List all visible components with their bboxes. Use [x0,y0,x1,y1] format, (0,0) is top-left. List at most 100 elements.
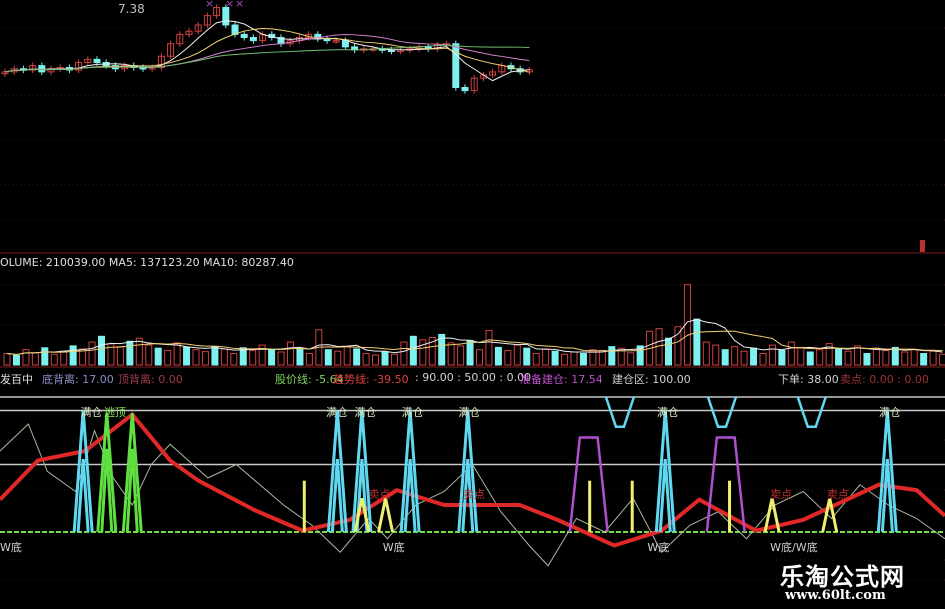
signal-full-label: 满仓 [326,406,349,419]
volume-bar [296,347,304,366]
volume-bar [390,353,398,366]
volume-bar [768,344,776,366]
volume-bar [287,341,294,366]
signal-sell-label: 卖点 [368,488,391,501]
yellow-spike [377,497,395,533]
signal-w-label: W底 [0,541,22,554]
volume-bar [882,349,890,366]
volume-bar [797,346,805,366]
volume-bar [192,349,200,366]
purple-trapezoid [568,436,609,533]
cyan-dip [604,396,636,428]
candle [75,62,83,71]
volume-bar [721,349,729,366]
high-price-label: 7.38 [118,2,145,16]
volume-bar [50,353,58,366]
cyan-spike [876,410,898,533]
volume-value: OLUME: 210039.00 [0,256,106,269]
volume-bar [901,351,909,366]
volume-bar [126,340,134,366]
volume-ma10: MA10: 80287.40 [203,256,294,269]
signal-full-label: 满仓 [354,406,377,419]
volume-bar [381,351,389,366]
indicator-item: 趋势线: -39.50 [333,373,409,386]
indicator-item: 股价线: -5.64 [275,373,344,386]
volume-bar [154,347,162,366]
candle [470,77,478,92]
cyan-dip [796,396,827,428]
volume-bar [447,342,455,366]
volume-bar [324,349,332,366]
volume-bar [712,344,720,366]
cyan-spike [403,458,417,533]
green-spike [100,448,114,533]
cyan-spike [76,458,90,533]
volume-bar [230,353,238,366]
volume-bar [107,343,115,366]
signal-full-label: 满仓 [878,406,901,419]
volume-bar [41,347,49,366]
volume-bar [759,353,767,366]
candle [29,65,37,71]
signal-full-label: 满仓 [458,406,481,419]
volume-bar [362,353,370,366]
volume-bar [183,346,191,366]
volume-bar [816,349,824,366]
volume-bar [258,344,266,366]
cyan-spike [351,410,373,533]
volume-bar [806,351,814,366]
candle [222,7,230,26]
volume-bar [835,348,843,366]
volume-bar [88,341,96,366]
volume-bar [173,342,181,366]
purple-trapezoid [705,436,746,533]
yellow-spike [353,497,371,533]
cyan-spike [461,458,475,533]
cyan-spike [880,458,894,533]
volume-bar [674,326,682,366]
volume-bar [825,343,833,366]
signal-w-label: W底 [382,541,405,554]
volume-bar [693,318,701,366]
volume-bar [438,333,446,366]
volume-bar [98,335,105,366]
volume-bar [249,349,257,366]
volume-bar [239,347,247,366]
candle [194,24,202,32]
volume-bar [731,346,739,366]
volume-bar [428,336,436,366]
volume-ma-10 [6,330,943,355]
volume-bar [60,350,68,366]
top-marker: × [235,0,245,10]
cyan-spike [72,410,94,533]
volume-bar [929,350,937,366]
candle [176,33,184,45]
volume-bar [69,345,77,366]
green-spike [96,413,118,533]
signal-full-label: 满仓 [656,406,679,419]
volume-bar [12,354,20,366]
yellow-spike [763,497,781,533]
signal-w-label: W底/W底 [770,541,818,554]
candle [84,58,92,63]
volume-bar [608,346,616,366]
candle [213,7,221,17]
volume-bar [419,339,427,366]
signal-w-label: W底 [647,541,670,554]
volume-bar [409,335,417,366]
volume-bar [561,353,569,366]
indicator-item: : 90.00 : 50.00 : 0.00 [415,371,532,384]
volume-bar [220,348,228,366]
volume-bar [750,347,758,366]
candle [341,40,349,48]
signal-sell-label: 卖点 [826,488,849,501]
volume-bar [164,349,172,366]
volume-bar [334,350,342,366]
volume-bar [939,353,945,366]
cyan-spike [658,458,672,533]
volume-bar [570,351,578,366]
volume-header: OLUME: 210039.00 MA5: 137123.20 MA10: 80… [0,256,294,269]
volume-bar [636,345,644,366]
volume-bar [476,349,483,366]
candle [203,15,211,26]
